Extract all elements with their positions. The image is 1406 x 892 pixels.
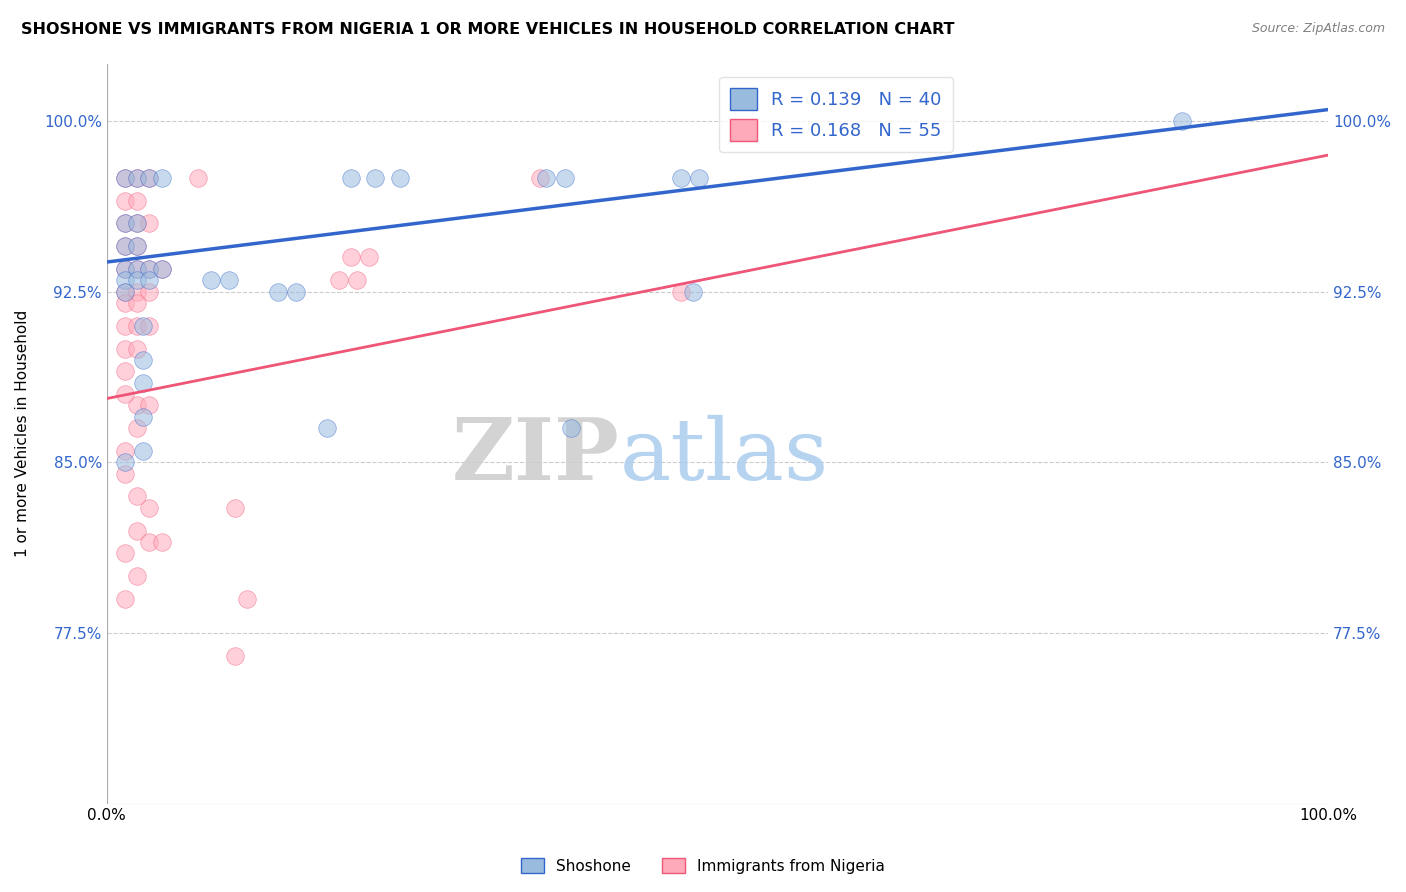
Point	[224, 500, 246, 515]
Point	[132, 376, 155, 390]
Point	[114, 273, 136, 287]
Point	[138, 170, 160, 185]
Point	[132, 318, 155, 333]
Point	[114, 285, 136, 299]
Point	[114, 467, 136, 481]
Point	[224, 648, 246, 663]
Point	[150, 535, 173, 549]
Point	[150, 261, 173, 276]
Legend: Shoshone, Immigrants from Nigeria: Shoshone, Immigrants from Nigeria	[515, 852, 891, 880]
Point	[529, 170, 551, 185]
Point	[340, 170, 363, 185]
Point	[359, 251, 381, 265]
Point	[285, 285, 308, 299]
Point	[114, 239, 136, 253]
Point	[127, 261, 149, 276]
Point	[138, 261, 160, 276]
Point	[127, 524, 149, 538]
Point	[127, 490, 149, 504]
Point	[340, 251, 363, 265]
Point	[560, 421, 582, 435]
Point	[127, 296, 149, 310]
Point	[554, 170, 576, 185]
Point	[127, 421, 149, 435]
Point	[127, 170, 149, 185]
Text: ZIP: ZIP	[451, 414, 620, 498]
Point	[114, 261, 136, 276]
Point	[114, 591, 136, 606]
Point	[114, 342, 136, 356]
Point	[682, 285, 704, 299]
Point	[187, 170, 209, 185]
Point	[1170, 114, 1192, 128]
Point	[114, 364, 136, 378]
Text: atlas: atlas	[620, 415, 830, 498]
Point	[114, 455, 136, 469]
Point	[150, 170, 173, 185]
Point	[132, 444, 155, 458]
Point	[114, 239, 136, 253]
Point	[236, 591, 259, 606]
Point	[114, 387, 136, 401]
Point	[138, 273, 160, 287]
Legend: R = 0.139   N = 40, R = 0.168   N = 55: R = 0.139 N = 40, R = 0.168 N = 55	[718, 77, 953, 152]
Point	[138, 170, 160, 185]
Point	[114, 444, 136, 458]
Point	[346, 273, 368, 287]
Point	[138, 285, 160, 299]
Point	[127, 239, 149, 253]
Point	[200, 273, 222, 287]
Point	[127, 398, 149, 412]
Point	[127, 194, 149, 208]
Point	[669, 285, 692, 299]
Point	[388, 170, 411, 185]
Point	[114, 296, 136, 310]
Point	[536, 170, 558, 185]
Point	[315, 421, 337, 435]
Text: Source: ZipAtlas.com: Source: ZipAtlas.com	[1251, 22, 1385, 36]
Point	[114, 318, 136, 333]
Point	[114, 546, 136, 560]
Point	[218, 273, 240, 287]
Point	[138, 261, 160, 276]
Point	[138, 535, 160, 549]
Point	[127, 318, 149, 333]
Point	[114, 194, 136, 208]
Point	[364, 170, 387, 185]
Point	[127, 239, 149, 253]
Point	[150, 261, 173, 276]
Point	[132, 352, 155, 367]
Point	[127, 285, 149, 299]
Point	[127, 216, 149, 230]
Point	[138, 216, 160, 230]
Point	[114, 170, 136, 185]
Point	[114, 285, 136, 299]
Y-axis label: 1 or more Vehicles in Household: 1 or more Vehicles in Household	[15, 310, 30, 558]
Point	[127, 170, 149, 185]
Point	[138, 398, 160, 412]
Point	[127, 342, 149, 356]
Point	[127, 273, 149, 287]
Point	[688, 170, 710, 185]
Point	[138, 500, 160, 515]
Point	[138, 318, 160, 333]
Point	[114, 216, 136, 230]
Text: SHOSHONE VS IMMIGRANTS FROM NIGERIA 1 OR MORE VEHICLES IN HOUSEHOLD CORRELATION : SHOSHONE VS IMMIGRANTS FROM NIGERIA 1 OR…	[21, 22, 955, 37]
Point	[132, 409, 155, 424]
Point	[127, 261, 149, 276]
Point	[114, 170, 136, 185]
Point	[114, 261, 136, 276]
Point	[669, 170, 692, 185]
Point	[127, 569, 149, 583]
Point	[328, 273, 350, 287]
Point	[114, 216, 136, 230]
Point	[267, 285, 290, 299]
Point	[127, 216, 149, 230]
